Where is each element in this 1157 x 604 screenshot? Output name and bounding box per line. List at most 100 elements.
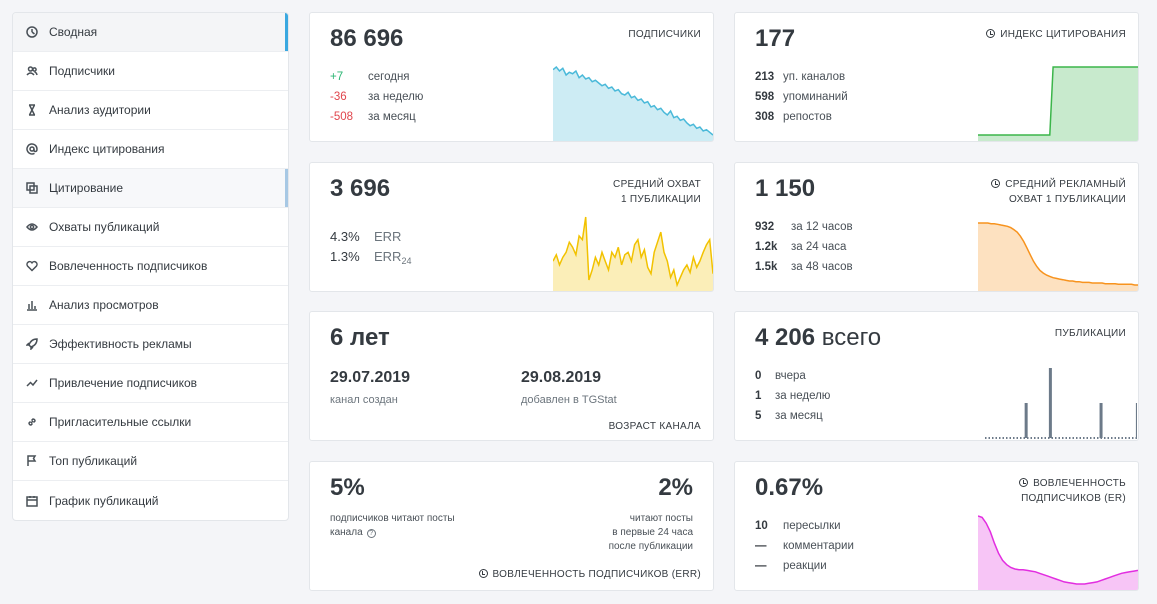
stat-value: +7: [330, 71, 344, 83]
card-title-text: ВОВЛЕЧЕННОСТЬ: [1033, 478, 1126, 489]
quote-icon: [25, 181, 39, 195]
er-card[interactable]: 0.67% ВОВЛЕЧЕННОСТЬ ПОДПИСЧИКОВ (ER) 10 пе…: [734, 461, 1139, 591]
stat-row: 1 за неделю: [755, 386, 830, 406]
stat-row: 1.3% ERR24: [330, 247, 411, 271]
sidebar-item-audience[interactable]: Анализ аудитории: [13, 91, 288, 130]
card-footer-title: ВОЗРАСТ КАНАЛА: [608, 421, 701, 432]
card-title: СРЕДНИЙ ОХВАТ 1 ПУБЛИКАЦИИ: [613, 177, 701, 207]
card-title-line: 1 ПУБЛИКАЦИИ: [620, 194, 701, 205]
clock-icon: [986, 29, 996, 38]
posts-total-unit: всего: [821, 324, 882, 351]
sidebar-item-views[interactable]: Анализ просмотров: [13, 286, 288, 325]
stat-row: -508 за месяц: [330, 107, 423, 127]
stat-value: 213: [755, 71, 775, 83]
channel-age-value: 6 лет: [330, 324, 390, 351]
clock-icon: [991, 179, 1001, 188]
card-footer-text: ВОВЛЕЧЕННОСТЬ ПОДПИСЧИКОВ (ERR): [492, 569, 701, 580]
sidebar-item-invite-links[interactable]: Пригласительные ссылки: [13, 403, 288, 442]
stat-row: — комментарии: [755, 536, 854, 556]
subscribers-card[interactable]: 86 696 ПОДПИСЧИКИ +7 сегодня -36 за неделю…: [309, 12, 714, 142]
stat-value: 932: [755, 221, 775, 233]
sidebar-item-reach[interactable]: Охваты публикаций: [13, 208, 288, 247]
sidebar-item-top-posts[interactable]: Топ публикаций: [13, 442, 288, 481]
trend-line: [978, 222, 1138, 286]
sidebar-item-engagement[interactable]: Вовлеченность подписчиков: [13, 247, 288, 286]
stat-label: упоминаний: [783, 91, 848, 103]
eye-icon: [25, 220, 39, 234]
stat-value: 1.5k: [755, 261, 778, 273]
trend-area: [978, 223, 1138, 291]
er-stats: 10 пересылки — комментарии — реакции: [755, 516, 854, 576]
er-value: 0.67%: [755, 474, 824, 501]
trend-area: [553, 67, 713, 141]
sidebar-item-label: Вовлеченность подписчиков: [49, 259, 208, 273]
help-icon[interactable]: ?: [366, 529, 376, 538]
stat-row: 932 за 12 часов: [755, 217, 853, 237]
desc-line: читают посты: [629, 513, 693, 524]
desc-line: после публикации: [608, 541, 693, 552]
desc-line: в первые 24 часа: [612, 527, 693, 538]
err-card[interactable]: 5% подписчиков читают посты канала? 2% чи…: [309, 461, 714, 591]
channel-age-card[interactable]: 6 лет 29.07.2019 канал создан 29.08.2019…: [309, 311, 714, 441]
sidebar-item-citation-index[interactable]: Индекс цитирования: [13, 130, 288, 169]
link-icon: [25, 415, 39, 429]
stat-label: пересылки: [783, 520, 841, 532]
sidebar-item-label: Топ публикаций: [49, 454, 138, 468]
calendar-icon: [25, 494, 39, 508]
stat-label: за неделю: [368, 91, 424, 103]
reach-card[interactable]: 3 696 СРЕДНИЙ ОХВАТ 1 ПУБЛИКАЦИИ 4.3% ERR …: [309, 162, 714, 292]
desc-line-text: канала: [330, 527, 363, 538]
posts-total-value: 4 206: [755, 324, 816, 351]
trend-line: [978, 66, 1138, 136]
stat-row: +7 сегодня: [330, 67, 423, 87]
stat-value: 1: [755, 390, 762, 402]
stat-row: 598 упоминаний: [755, 87, 848, 107]
stat-row: 5 за месяц: [755, 406, 830, 426]
stat-row: 1.5k за 48 часов: [755, 257, 853, 277]
stat-label: за месяц: [775, 410, 823, 422]
subscribers-stats: +7 сегодня -36 за неделю -508 за месяц: [330, 67, 423, 127]
stat-row: 308 репостов: [755, 107, 848, 127]
card-title-text: ИНДЕКС ЦИТИРОВАНИЯ: [1000, 29, 1126, 40]
added-date: 29.08.2019: [521, 369, 602, 386]
citation-card[interactable]: 177 ИНДЕКС ЦИТИРОВАНИЯ 213 уп. каналов 59…: [734, 12, 1139, 142]
sidebar-item-ads[interactable]: Эффективность рекламы: [13, 325, 288, 364]
card-title-line: СРЕДНИЙ РЕКЛАМНЫЙ: [991, 177, 1126, 192]
stat-value: 5: [755, 410, 762, 422]
heart-icon: [25, 259, 39, 273]
sidebar-item-acquisition[interactable]: Привлечение подписчиков: [13, 364, 288, 403]
posts-bar-chart: [985, 368, 1137, 439]
stat-row: 213 уп. каналов: [755, 67, 848, 87]
stat-label: вчера: [775, 370, 806, 382]
post-bar: [1024, 403, 1028, 438]
posts-card[interactable]: 4 206 всего ПУБЛИКАЦИИ 0 вчера 1 за неделю…: [734, 311, 1139, 441]
citation-trend-chart: [978, 66, 1138, 141]
stat-value: —: [755, 560, 767, 572]
sidebar-item-schedule[interactable]: График публикаций: [13, 481, 288, 520]
post-bar: [1048, 368, 1052, 438]
card-footer-title: ВОВЛЕЧЕННОСТЬ ПОДПИСЧИКОВ (ERR): [478, 567, 701, 582]
ad-reach-card[interactable]: 1 150 СРЕДНИЙ РЕКЛАМНЫЙ ОХВАТ 1 ПУБЛИКАЦИ…: [734, 162, 1139, 292]
trend-area: [978, 67, 1138, 141]
rocket-icon: [25, 337, 39, 351]
stat-label: реакции: [783, 560, 827, 572]
stat-label: за 24 часа: [791, 241, 847, 253]
stat-row: 1.2k за 24 часа: [755, 237, 853, 257]
reach-trend-chart: [553, 216, 713, 291]
stat-label: уп. каналов: [783, 71, 846, 83]
card-title: ПУБЛИКАЦИИ: [1054, 328, 1126, 339]
ad-reach-trend-chart: [978, 222, 1138, 291]
average-reach-value: 3 696: [330, 175, 391, 202]
sidebar-nav: Сводная Подписчики Анализ аудитории Инде…: [12, 12, 289, 521]
sidebar-item-summary[interactable]: Сводная: [13, 13, 288, 52]
trend-area: [978, 516, 1138, 590]
subscribers-trend-chart: [553, 65, 713, 141]
sidebar-item-subscribers[interactable]: Подписчики: [13, 52, 288, 91]
stat-value: 10: [755, 520, 768, 532]
sidebar-item-label: Пригласительные ссылки: [49, 415, 192, 429]
card-title: ПОДПИСЧИКИ: [628, 29, 701, 40]
stat-value: 0: [755, 370, 762, 382]
sidebar-item-citing[interactable]: Цитирование: [13, 169, 288, 208]
stat-row: 4.3% ERR: [330, 227, 411, 247]
post-bar: [1135, 403, 1137, 438]
